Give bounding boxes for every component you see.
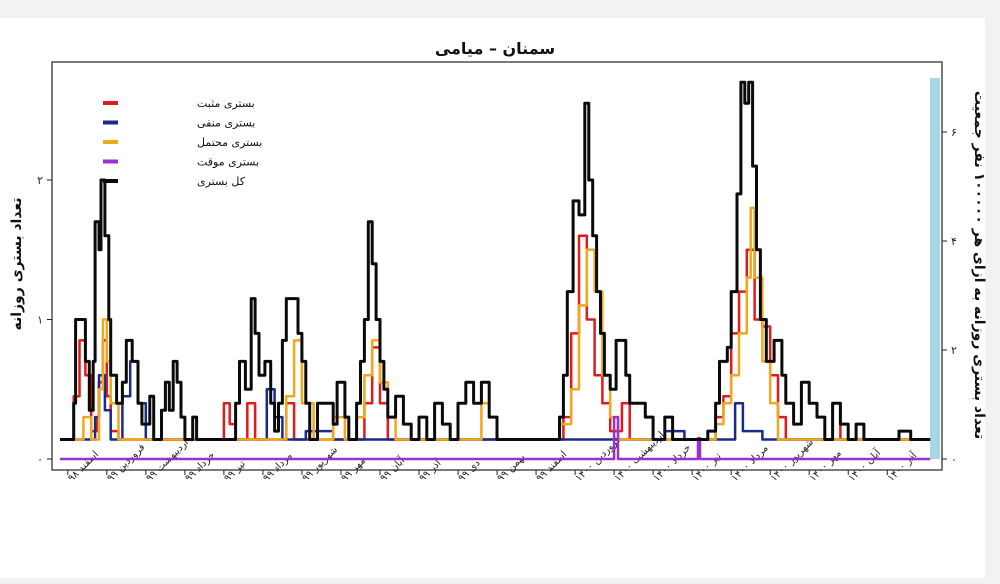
x-tick-label: خرداد ۱۴۰۰ <box>651 442 693 484</box>
series-line-0 <box>60 234 931 441</box>
x-tick-label: آبان ۱۴۰۰ <box>845 445 884 484</box>
series-line-4 <box>60 80 931 441</box>
x-tick-label: آذر ۱۴۰۰ <box>884 448 920 484</box>
y-axis-label-right: تعداد بستری روزانه به ازای هر ۱۰۰۰۰۰ نفر… <box>971 91 987 439</box>
x-tick-label: مهر ۱۴۰۰ <box>808 448 844 484</box>
y-tick-label-left: ۲ <box>37 174 43 187</box>
x-tick-label: فروردین ۹۹ <box>105 442 147 484</box>
x-tick-label: تیر ۱۴۰۰ <box>691 451 724 484</box>
x-tick-label: تیر ۹۹ <box>222 458 248 484</box>
legend-label-4: کل بستری <box>197 175 246 188</box>
x-tick-label: دی ۹۹ <box>456 458 482 484</box>
y-tick-label-left: ۰ <box>37 453 43 466</box>
plot-area <box>51 61 943 471</box>
chart-frame <box>0 18 985 578</box>
legend-label-3: بستری موقت <box>197 156 259 169</box>
chart-title: سمنان – میامی <box>435 39 555 58</box>
legend-label-1: بستری منفی <box>197 117 255 130</box>
x-tick-label: مرداد ۹۹ <box>261 451 295 485</box>
series-line-2 <box>60 206 931 441</box>
y-tick-label-right: ۴ <box>951 235 957 248</box>
x-tick-label: مرداد ۱۴۰۰ <box>730 443 771 484</box>
legend-label-2: بستری محتمل <box>197 136 262 149</box>
x-tick-label: خرداد ۹۹ <box>183 450 217 484</box>
x-tick-label: اسفند ۹۸ <box>66 449 101 484</box>
y-tick-label-right: ۰ <box>951 453 957 466</box>
legend-label-0: بستری مثبت <box>197 97 255 110</box>
right-edge-bar <box>930 78 940 459</box>
y-tick-label-right: ۶ <box>951 126 957 139</box>
x-tick-label: اسفند ۹۹ <box>534 449 569 484</box>
series-line-3 <box>60 415 931 461</box>
x-tick-label: بهمن ۹۹ <box>495 452 527 484</box>
legend: بستری مثبت بستری منفی بستری محتمل بستری موق… <box>103 97 262 188</box>
y-axis-label-left: تعداد بستری روزانه <box>9 197 25 330</box>
y-tick-label-right: ۲ <box>951 344 957 357</box>
x-tick-label: آبان ۹۹ <box>377 453 408 484</box>
x-tick-label: شهریور ۹۹ <box>300 444 340 484</box>
y-tick-label-left: ۱ <box>37 314 43 327</box>
series-line-1 <box>60 360 931 441</box>
